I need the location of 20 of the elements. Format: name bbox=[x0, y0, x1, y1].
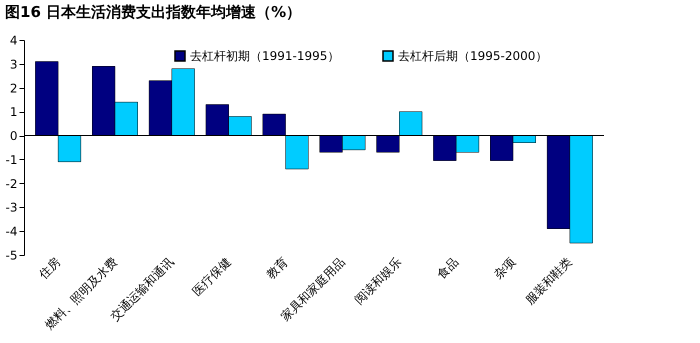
y-tick-label: -2 bbox=[6, 176, 18, 191]
x-tick-label: 住房 bbox=[35, 254, 64, 282]
y-tick-label: -5 bbox=[6, 248, 18, 262]
y-tick-label: 2 bbox=[10, 81, 18, 96]
x-tick-label: 阅读和娱乐 bbox=[352, 254, 404, 307]
x-tick-label: 服装和鞋类 bbox=[522, 254, 575, 307]
y-tick-label: -3 bbox=[6, 200, 18, 215]
x-tick-label: 食品 bbox=[434, 254, 462, 282]
x-tick-label: 医疗保健 bbox=[190, 254, 234, 298]
y-tick-label: -4 bbox=[6, 224, 18, 239]
x-tick-label: 教育 bbox=[264, 254, 291, 282]
legend-label: 去杠杆初期（1991-1995） bbox=[190, 49, 340, 63]
y-tick-label: 0 bbox=[10, 129, 18, 144]
y-tick-label: 4 bbox=[10, 34, 18, 48]
y-tick-label: -1 bbox=[6, 152, 18, 167]
chart-title: 图16 日本生活消费支出指数年均增速（%） bbox=[5, 3, 302, 21]
y-tick-label: 3 bbox=[10, 57, 18, 72]
y-tick-label: 1 bbox=[10, 105, 18, 120]
x-tick-label: 杂项 bbox=[491, 254, 518, 282]
legend-label: 去杠杆后期（1995-2000） bbox=[398, 49, 548, 63]
